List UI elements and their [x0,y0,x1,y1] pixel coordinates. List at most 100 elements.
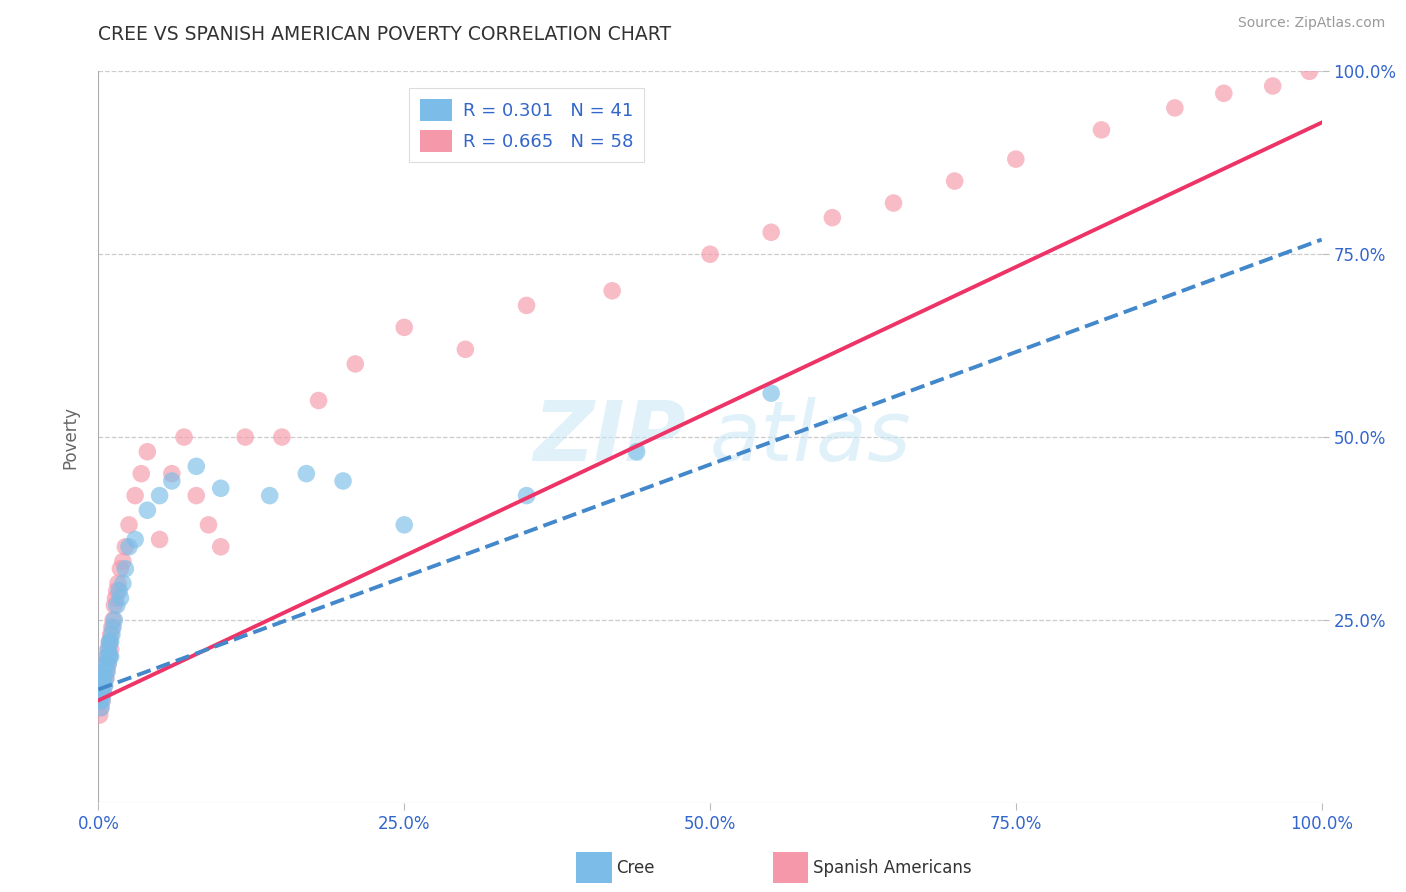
Point [114,562,136,576]
Point [94,672,117,686]
Point [111,554,134,568]
Point [94,672,117,686]
Point [344,357,367,371]
Y-axis label: Poverty: Poverty [62,406,80,468]
Legend: R = 0.301   N = 41, R = 0.665   N = 58: R = 0.301 N = 41, R = 0.665 N = 58 [409,87,644,162]
Point [101,620,124,634]
Point [186,489,208,503]
Point [149,489,172,503]
Point [90,686,112,700]
Point [136,444,159,458]
Point [149,533,172,547]
Point [93,664,115,678]
Point [94,657,117,671]
Point [91,686,114,700]
Point [91,672,114,686]
Point [97,642,120,657]
Point [943,174,966,188]
Point [124,489,146,503]
Point [186,459,208,474]
Point [699,247,721,261]
Point [110,562,132,576]
Point [160,474,183,488]
Point [118,540,141,554]
Point [96,649,118,664]
Point [136,503,159,517]
Point [105,599,128,613]
Text: Cree: Cree [616,859,654,877]
Point [209,540,232,554]
Point [96,649,118,664]
Point [90,700,112,714]
Point [89,708,111,723]
Point [1212,87,1234,101]
Point [105,583,128,598]
Point [100,635,122,649]
Point [94,657,117,671]
Point [129,467,152,481]
Point [392,320,416,334]
Point [97,642,120,657]
Point [270,430,294,444]
Point [101,620,124,634]
Point [233,430,256,444]
Point [91,672,114,686]
Point [209,481,232,495]
Point [90,700,112,714]
Point [821,211,844,225]
Point [332,474,354,488]
Point [100,642,122,657]
Text: Source: ZipAtlas.com: Source: ZipAtlas.com [1237,16,1385,29]
Point [98,635,121,649]
Point [101,627,124,641]
Point [173,430,195,444]
Point [124,533,146,547]
Text: atlas: atlas [710,397,911,477]
Point [295,467,318,481]
Point [90,686,112,700]
Point [111,576,134,591]
Point [761,386,783,401]
Point [515,298,537,312]
Point [118,517,141,532]
Point [98,649,121,664]
Point [101,613,124,627]
Point [114,540,136,554]
Point [103,613,125,627]
Point [89,693,111,707]
Point [1090,123,1112,137]
Point [515,489,537,503]
Point [98,635,121,649]
Point [93,679,115,693]
Point [91,693,114,707]
Point [600,284,623,298]
Point [761,225,783,239]
Point [454,343,477,357]
Point [91,693,114,707]
Point [308,393,330,408]
Point [91,686,114,700]
Text: Spanish Americans: Spanish Americans [813,859,972,877]
Point [108,583,131,598]
Point [96,664,118,678]
Point [626,444,648,458]
Text: CREE VS SPANISH AMERICAN POVERTY CORRELATION CHART: CREE VS SPANISH AMERICAN POVERTY CORRELA… [98,25,672,44]
Point [110,591,132,605]
Point [107,576,129,591]
Point [1261,78,1284,93]
Point [100,649,122,664]
Point [259,489,281,503]
Text: ZIP: ZIP [533,397,686,477]
Point [392,517,416,532]
Point [1298,64,1320,78]
Point [103,599,125,613]
Point [1004,152,1026,166]
Point [91,679,114,693]
Point [104,591,127,605]
Point [98,649,121,664]
Point [160,467,183,481]
Point [93,679,115,693]
Point [100,627,122,641]
Point [97,657,120,671]
Point [883,196,905,211]
